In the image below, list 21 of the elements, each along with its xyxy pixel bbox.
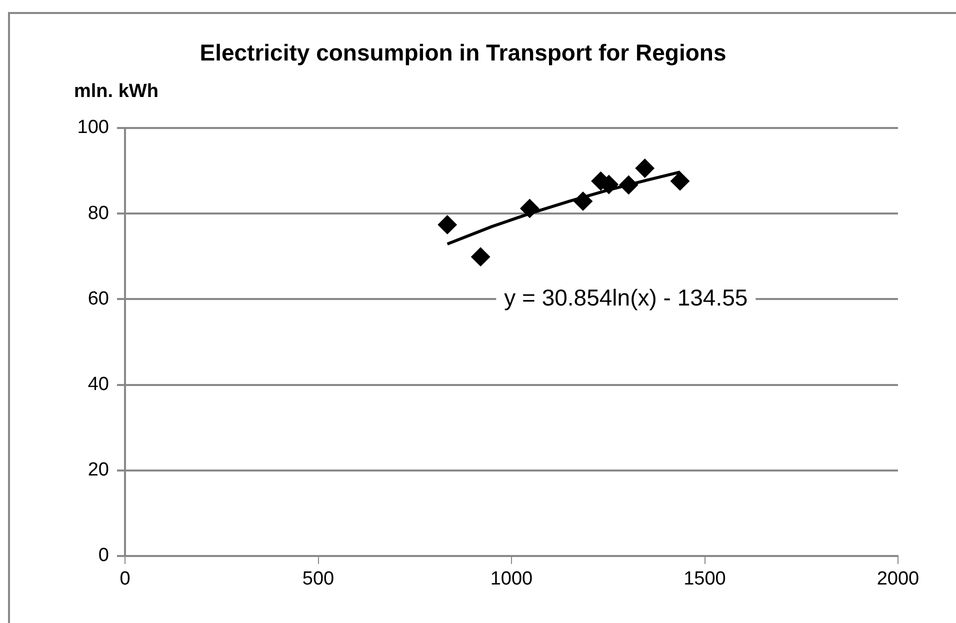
chart-title: Electricity consumpion in Transport for Regions bbox=[200, 39, 726, 66]
y-tick-label: 60 bbox=[88, 288, 109, 310]
x-tick-label: 2000 bbox=[876, 568, 920, 590]
y-tick-label: 20 bbox=[88, 460, 109, 481]
point bbox=[520, 198, 540, 218]
point bbox=[670, 172, 690, 191]
y-tick-label: 40 bbox=[88, 374, 109, 396]
annotation: y = 30.854ln(x) - 134.55 bbox=[504, 284, 748, 311]
point bbox=[635, 158, 654, 178]
point bbox=[438, 215, 457, 234]
point bbox=[471, 247, 490, 266]
y-tick-label: 100 bbox=[77, 117, 109, 138]
x-tick-label: 1500 bbox=[684, 568, 726, 590]
y-tick-label: 0 bbox=[98, 545, 109, 566]
y-tick-label: 80 bbox=[88, 202, 109, 224]
point bbox=[619, 175, 638, 194]
x-tick-label: 0 bbox=[120, 568, 130, 590]
y-axis-title: mln. kWh bbox=[74, 81, 158, 102]
point bbox=[574, 192, 593, 211]
x-tick-label: 1000 bbox=[490, 568, 533, 590]
x-tick-label: 500 bbox=[302, 568, 334, 590]
